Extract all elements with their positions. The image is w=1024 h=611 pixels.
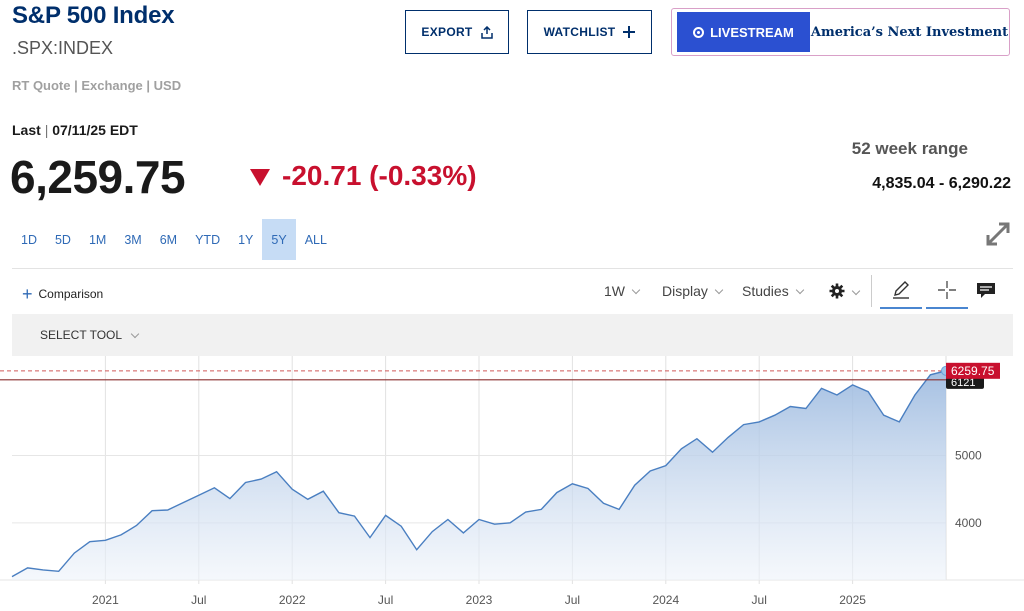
price-change: -20.71 (-0.33%): [250, 160, 477, 192]
pencil-icon: [891, 280, 911, 305]
crosshair-tool-button[interactable]: [926, 277, 968, 309]
interval-dropdown[interactable]: 1W: [604, 283, 641, 299]
last-price-tag: [946, 362, 1000, 379]
studies-label: Studies: [742, 283, 789, 299]
interval-label: 1W: [604, 283, 625, 299]
period-6m[interactable]: 6M: [159, 232, 178, 247]
x-tick-label: Jul: [378, 593, 393, 607]
chevron-down-icon: [130, 329, 140, 338]
separator: |: [44, 122, 49, 138]
range-label: 52 week range: [851, 139, 968, 158]
chevron-down-icon: [795, 285, 804, 294]
x-tick-label: 2021: [92, 593, 119, 607]
crosshair-icon: [937, 280, 957, 305]
live-dot-icon: [693, 26, 705, 38]
livestream-label: LIVESTREAM: [710, 24, 794, 40]
x-tick-label: Jul: [191, 593, 206, 607]
comment-icon: [976, 282, 996, 305]
plus-icon: [623, 26, 636, 38]
comparison-label: Comparison: [38, 287, 104, 301]
quote-source-info: RT Quote | Exchange | USD: [12, 78, 182, 93]
watchlist-label: WATCHLIST: [543, 25, 616, 39]
promo-link[interactable]: America’s Next Investment: [810, 24, 1009, 40]
period-3m[interactable]: 3M: [124, 232, 142, 247]
select-tool-label: SELECT TOOL: [40, 328, 123, 342]
x-tick-label: Jul: [565, 593, 580, 607]
chevron-down-icon: [851, 286, 861, 296]
chart-toolbar: + Comparison 1W Display Studies: [12, 268, 1013, 314]
display-label: Display: [662, 283, 708, 299]
x-tick-label: 2023: [466, 593, 493, 607]
settings-dropdown[interactable]: [829, 283, 861, 302]
annotation-tool-button[interactable]: [966, 277, 1006, 309]
change-value: -20.71 (-0.33%): [282, 160, 477, 191]
period-all[interactable]: ALL: [304, 232, 327, 247]
gear-icon: [829, 283, 845, 302]
select-tool-bar: SELECT TOOL: [12, 314, 1013, 356]
range-value: 4,835.04 - 6,290.22: [872, 175, 1011, 192]
price-line: [11, 370, 947, 578]
expand-icon[interactable]: [985, 221, 1011, 247]
period-1y[interactable]: 1Y: [238, 232, 254, 247]
share-icon: [480, 25, 493, 39]
period-ytd[interactable]: YTD: [195, 232, 221, 247]
period-1d[interactable]: 1D: [21, 232, 37, 247]
toolbar-divider: [871, 275, 872, 307]
period-5d[interactable]: 5D: [54, 232, 71, 247]
period-selector: 1D 5D 1M 3M 6M YTD 1Y 5Y ALL: [12, 219, 336, 260]
last-price-tag-label: 6259.75: [951, 364, 995, 378]
x-tick-label: Jul: [752, 593, 767, 607]
livestream-button[interactable]: LIVESTREAM: [677, 12, 810, 52]
last-price: 6,259.75: [10, 151, 186, 203]
y-tick-label: 5000: [955, 449, 982, 463]
x-tick-label: 2025: [839, 593, 866, 607]
x-tick-label: 2022: [279, 593, 306, 607]
livestream-banner: LIVESTREAM America’s Next Investment: [671, 8, 1010, 56]
comparison-button[interactable]: + Comparison: [22, 284, 104, 304]
display-dropdown[interactable]: Display: [662, 283, 724, 299]
last-time: 07/11/25 EDT: [52, 122, 138, 138]
export-label: EXPORT: [421, 25, 473, 39]
plus-icon: +: [22, 284, 33, 304]
ticker-symbol: .SPX:INDEX: [12, 38, 114, 58]
select-tool-dropdown[interactable]: SELECT TOOL: [40, 328, 140, 342]
watchlist-button[interactable]: WATCHLIST: [527, 10, 652, 54]
x-tick-label: 2024: [652, 593, 679, 607]
down-arrow-icon: [250, 168, 270, 186]
last-trade-label: Last | 07/11/25 EDT: [12, 122, 138, 138]
period-1m[interactable]: 1M: [88, 232, 107, 247]
price-area-fill: [12, 370, 946, 580]
page-title: S&P 500 Index: [12, 2, 175, 29]
last-label: Last: [12, 122, 41, 138]
chevron-down-icon: [714, 285, 724, 294]
y-tick-label: 4000: [955, 516, 982, 530]
draw-tool-button[interactable]: [880, 277, 922, 309]
studies-dropdown[interactable]: Studies: [742, 283, 804, 299]
export-button[interactable]: EXPORT: [405, 10, 509, 54]
period-5y[interactable]: 5Y: [262, 219, 296, 260]
reference-value-label: 6121: [951, 377, 975, 389]
chevron-down-icon: [631, 285, 641, 294]
